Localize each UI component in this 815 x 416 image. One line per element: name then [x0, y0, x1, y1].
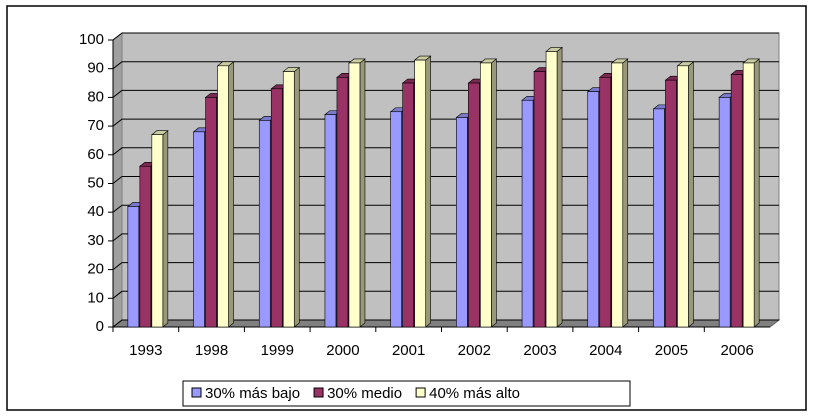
bar — [390, 111, 402, 328]
bar-side — [556, 46, 563, 328]
bar-side — [228, 61, 234, 328]
bar-side — [293, 66, 300, 328]
bar — [193, 131, 205, 328]
bar — [324, 114, 337, 328]
legend-box — [182, 380, 631, 407]
bar — [521, 99, 534, 328]
legend-label: 30% más bajo — [205, 385, 300, 402]
y-tick-label: 50 — [87, 174, 104, 191]
y-tick-label: 10 — [87, 289, 104, 306]
bar — [468, 82, 480, 328]
grid-line — [112, 32, 779, 41]
x-tick-label: 2005 — [655, 342, 688, 359]
y-tick-label: 20 — [87, 261, 104, 278]
bar — [587, 91, 600, 328]
x-tick-label: 2000 — [326, 342, 359, 359]
y-tick-label: 30 — [87, 232, 104, 249]
bar-side — [162, 130, 169, 328]
bar — [718, 97, 731, 328]
x-tick-label: 2001 — [392, 342, 425, 359]
bar — [665, 79, 677, 328]
bar — [742, 62, 755, 328]
bar — [653, 108, 665, 328]
bar — [730, 74, 743, 328]
y-tick-label: 100 — [79, 31, 104, 48]
y-tick-label: 40 — [87, 203, 104, 220]
bar — [258, 120, 271, 328]
x-tick-label: 1999 — [261, 342, 294, 359]
x-tick-label: 1998 — [195, 342, 228, 359]
legend-swatch — [191, 387, 202, 398]
bar-side — [491, 58, 497, 328]
bar-side — [688, 61, 694, 328]
x-tick-label: 2004 — [589, 342, 622, 359]
bar-side — [753, 58, 760, 328]
bar — [611, 62, 624, 328]
bar — [677, 65, 689, 328]
bar-side — [425, 55, 431, 328]
bar — [336, 77, 349, 328]
bar — [456, 117, 468, 328]
bar — [599, 77, 612, 328]
legend-label: 40% más alto — [429, 385, 520, 402]
bar — [348, 62, 361, 328]
bar — [282, 71, 295, 328]
legend-swatch — [415, 387, 426, 398]
bar — [217, 65, 229, 328]
y-tick-label: 90 — [87, 60, 104, 77]
bar — [205, 97, 217, 328]
x-tick-label: 2002 — [458, 342, 491, 359]
bar — [139, 165, 152, 328]
bar — [480, 62, 492, 328]
bar — [402, 82, 414, 328]
bar — [533, 71, 546, 328]
y-tick-label: 80 — [87, 88, 104, 105]
bar-side — [359, 58, 366, 328]
bar — [127, 206, 140, 328]
y-tick-label: 0 — [96, 318, 104, 335]
bar — [270, 88, 283, 328]
x-tick-label: 2006 — [720, 342, 753, 359]
bar — [151, 134, 164, 328]
x-tick-label: 1993 — [129, 342, 162, 359]
legend-swatch — [313, 387, 324, 398]
bar-side — [622, 58, 629, 328]
legend-label: 30% medio — [327, 385, 402, 402]
bar — [414, 59, 426, 328]
y-tick-label: 70 — [87, 117, 104, 134]
bar — [545, 51, 558, 328]
x-tick-label: 2003 — [523, 342, 556, 359]
y-tick-label: 60 — [87, 146, 104, 163]
